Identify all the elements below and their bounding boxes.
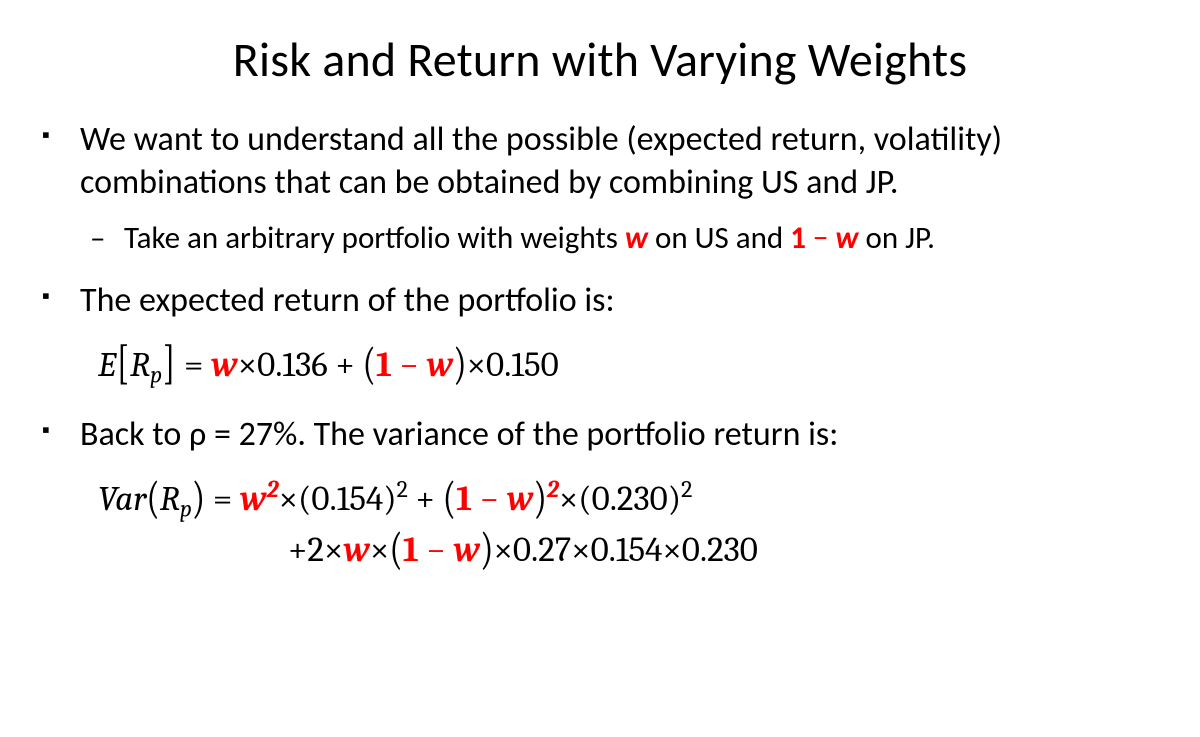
sub-b1-mid: on US and: [648, 219, 790, 257]
bullet-1-text: We want to understand all the possible (…: [80, 119, 1002, 203]
variance-formula: Var(Rp) = w2×(0.154)2 + (1 − w)2×(0.230)…: [98, 474, 1160, 573]
var-w1: w: [240, 478, 267, 519]
bullet-2-text: The expected return of the portfolio is:: [80, 280, 615, 321]
var2-lp: (: [389, 518, 402, 579]
var2-rp: ): [480, 518, 493, 579]
var2-us: 0.154: [591, 529, 663, 570]
var2-t3: ×: [370, 529, 389, 570]
sub-bullet-list: Take an arbitrary portfolio with weights…: [80, 218, 1160, 258]
var-lp4: (: [578, 478, 591, 519]
var-t1: ×: [279, 478, 298, 519]
var-jp-sq: 2: [681, 476, 692, 503]
var-rp1: ): [192, 467, 205, 528]
var-w2: w: [507, 478, 534, 519]
var2-rho: 0.27: [513, 529, 571, 570]
erp-minus: −: [392, 344, 427, 385]
erp-jp: 0.150: [486, 344, 559, 385]
erp-lbracket: [: [117, 331, 129, 395]
var-us: 0.154: [311, 478, 383, 519]
sub-b1-w2: w: [835, 219, 858, 257]
var2-w: w: [343, 529, 370, 570]
bullet-list: We want to understand all the possible (…: [30, 119, 1170, 573]
erp-rp: ): [453, 333, 466, 394]
slide-title: Risk and Return with Varying Weights: [30, 30, 1170, 89]
erp-w1: w: [211, 344, 238, 385]
var2-minus: −: [419, 529, 454, 570]
var-p: p: [180, 496, 192, 523]
bullet-3: Back to ρ = 27%. The variance of the por…: [80, 414, 1160, 574]
sub-b1-pre: Take an arbitrary portfolio with weights: [124, 219, 625, 257]
slide: Risk and Return with Varying Weights We …: [0, 0, 1200, 737]
erp-plus: +: [328, 344, 363, 385]
erp-R: R: [130, 344, 150, 385]
bullet-2: The expected return of the portfolio is:…: [80, 280, 1160, 391]
var-one: 1: [456, 478, 472, 519]
erp-us: 0.136: [257, 344, 328, 385]
expected-return-formula: E[Rp] = w×0.136 + (1 − w)×0.150: [98, 341, 1160, 392]
var2-t5: ×: [571, 529, 590, 570]
var2-w2: w: [454, 529, 481, 570]
var2-jp: 0.230: [682, 529, 758, 570]
var2-t4: ×: [494, 529, 513, 570]
var-us-sq: 2: [397, 476, 408, 503]
var-rp2: ): [383, 478, 396, 519]
sub-b1-post: on JP.: [859, 219, 935, 257]
sub-b1-w: w: [625, 219, 648, 257]
erp-rbracket: ]: [163, 331, 175, 395]
erp-times1: ×: [238, 344, 257, 385]
var2-t6: ×: [662, 529, 681, 570]
var-rp3: ): [533, 467, 546, 528]
var2-plus2: +2×: [288, 529, 343, 570]
var-plus1: +: [408, 478, 443, 519]
erp-w2: w: [427, 344, 454, 385]
var-jp: 0.230: [592, 478, 668, 519]
var-minus1: −: [472, 478, 507, 519]
var-R: R: [160, 478, 180, 519]
bullet-1: We want to understand all the possible (…: [80, 119, 1160, 258]
erp-eq: =: [176, 344, 211, 385]
var-1mw-sq: 2: [547, 476, 559, 503]
sub-b1-minus: −: [806, 219, 835, 257]
variance-formula-line2: +2×w×(1 − w)×0.27×0.154×0.230: [98, 526, 1160, 573]
erp-p: p: [150, 361, 162, 388]
var-rp4: ): [668, 478, 681, 519]
erp-times2: ×: [467, 344, 486, 385]
var2-one: 1: [403, 529, 419, 570]
sub-b1-one: 1: [790, 219, 806, 257]
sub-bullet-1: Take an arbitrary portfolio with weights…: [124, 218, 1160, 258]
var-lp1: (: [146, 467, 159, 528]
erp-lp: (: [362, 333, 375, 394]
bullet-3-text: Back to ρ = 27%. The variance of the por…: [80, 414, 838, 455]
erp-one: 1: [376, 344, 392, 385]
var-w1-sq: 2: [267, 476, 279, 503]
var-eq: =: [205, 478, 240, 519]
var-lp2: (: [298, 478, 311, 519]
erp-E: E: [98, 344, 116, 385]
var-t2: ×: [559, 478, 578, 519]
var-lp3: (: [443, 467, 456, 528]
var-label: Var: [98, 478, 146, 519]
